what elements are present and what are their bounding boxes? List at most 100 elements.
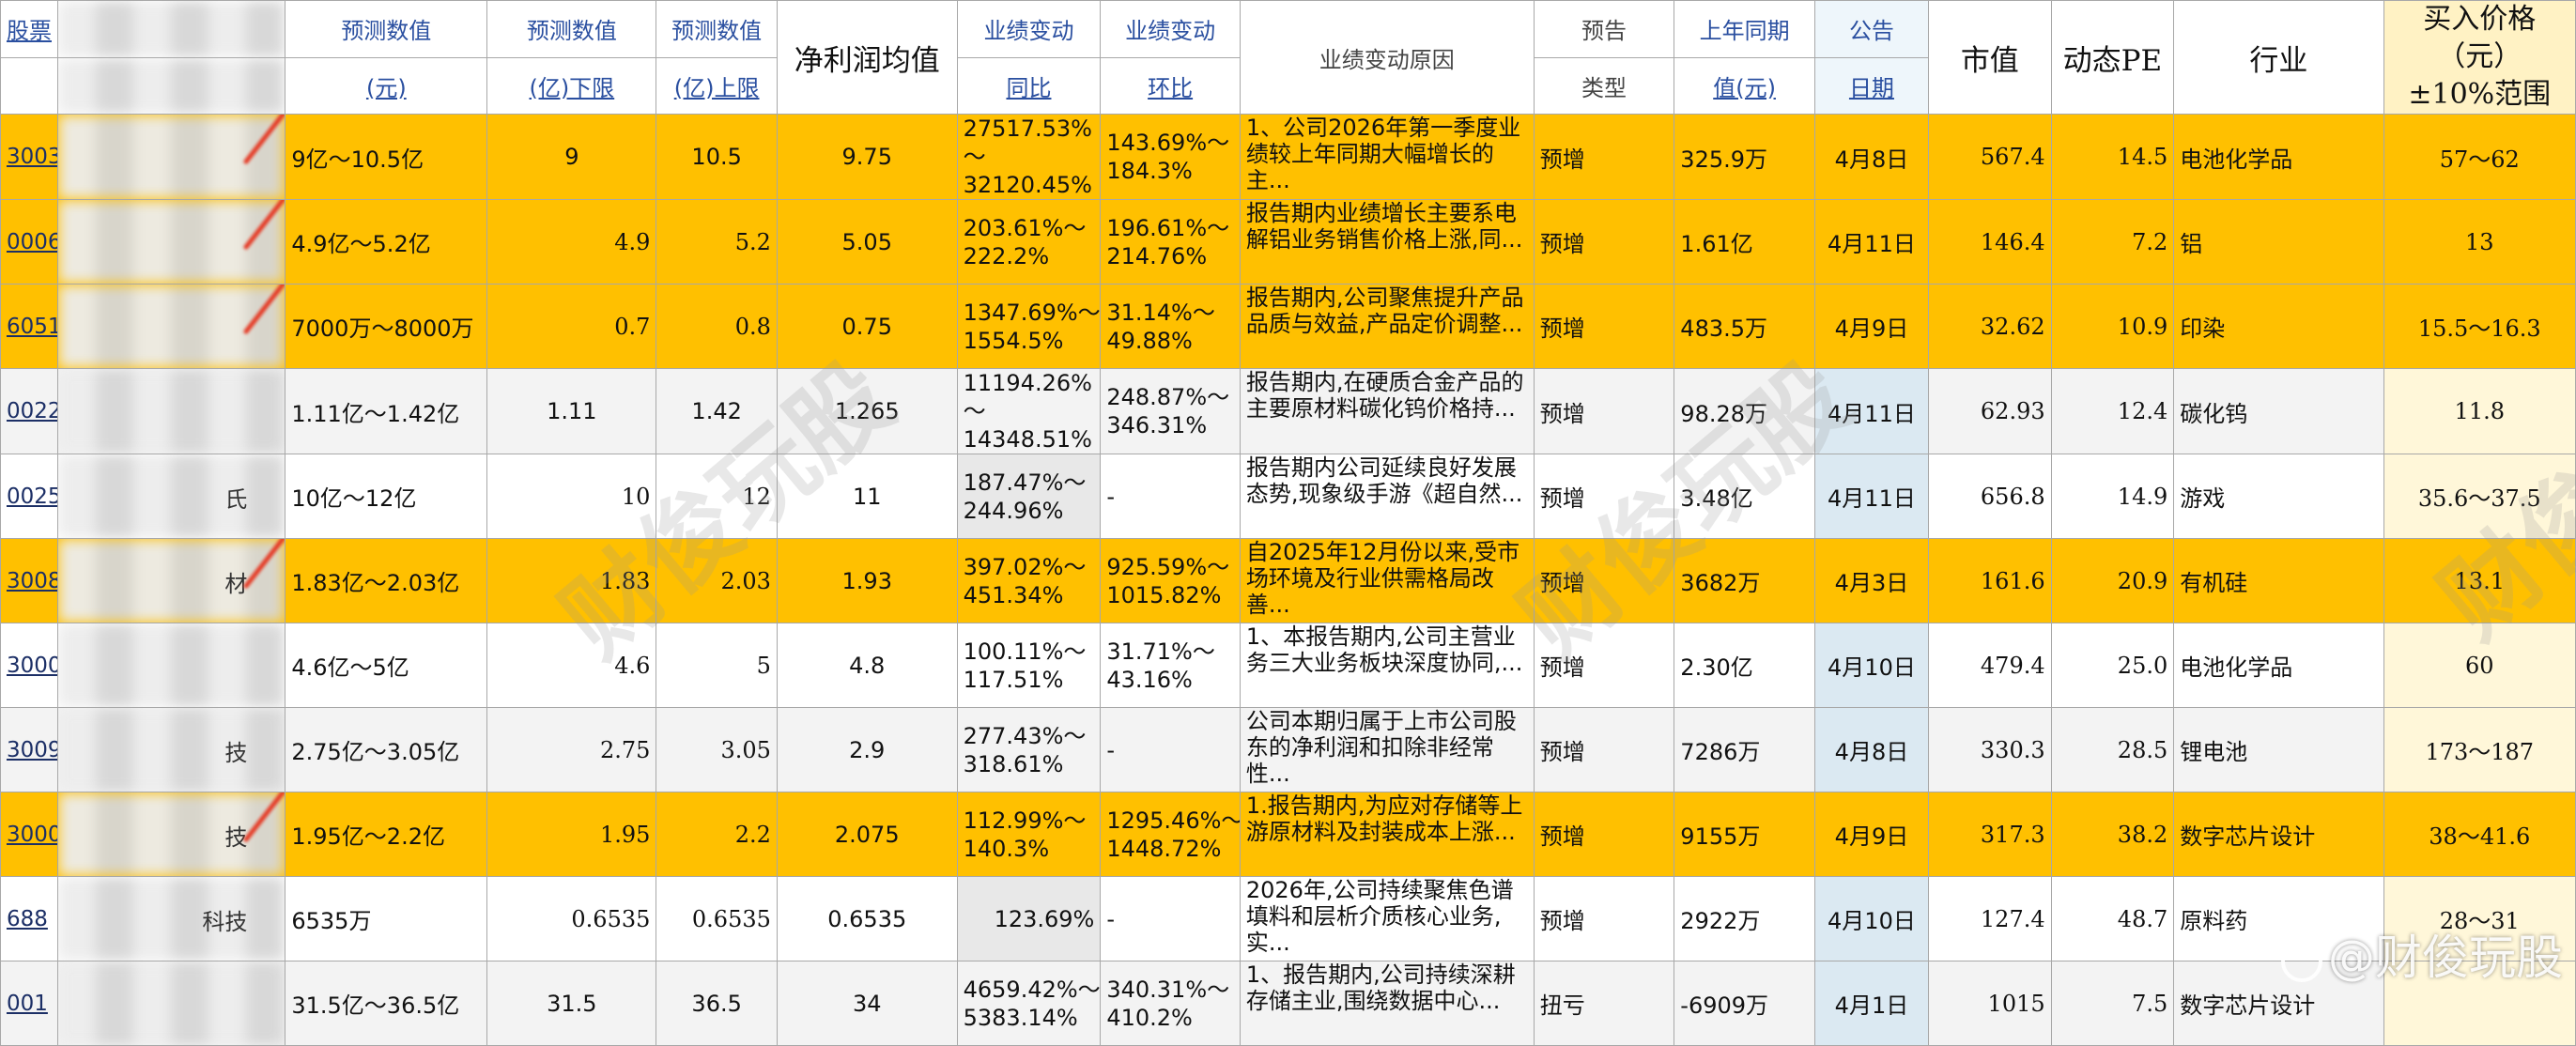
row-code[interactable]: 001 [0, 961, 59, 1046]
reason-text: 1、本报告期内,公司主营业务三大业务板块深度协同,... [1245, 623, 1523, 677]
row-industry: 数字芯片设计 [2173, 792, 2384, 877]
row-prev: 2.30亿 [1674, 623, 1815, 708]
header-prev[interactable]: 上年同期 [1674, 0, 1815, 58]
name-blur-mask [58, 369, 285, 454]
row-code[interactable]: 6051 [0, 284, 59, 369]
pct-line: 5383.14% [963, 1004, 1078, 1031]
pct-line: 184.3% [1106, 158, 1193, 184]
row-name [57, 284, 286, 369]
header-forecast-b-unit[interactable]: (亿)下限 [486, 56, 657, 115]
header-forecast-a[interactable]: 预测数值 [285, 0, 488, 58]
row-code[interactable]: 3000 [0, 623, 59, 708]
pct-line: 31.14%～ [1106, 299, 1215, 326]
row-low: 10 [486, 454, 657, 539]
header-forecast-c-unit[interactable]: (亿)上限 [656, 56, 778, 115]
row-mkt: 330.3 [1928, 707, 2052, 792]
row-buy: 11.8 [2383, 368, 2576, 454]
header-change-qoq-sub[interactable]: 环比 [1100, 56, 1241, 115]
row-yoy: 27517.53% ～ 32120.45% [956, 114, 1102, 200]
row-high: 2.03 [656, 538, 778, 623]
row-low: 1.11 [486, 368, 657, 454]
row-prev: -6909万 [1674, 961, 1815, 1046]
row-name-fragment: 材 [224, 571, 248, 597]
row-reason: 报告期内,在硬质合金产品的主要原材料碳化钨价格持... [1239, 368, 1535, 454]
row-date: 4月8日 [1813, 114, 1930, 200]
row-reason: 1.报告期内,为应对存储等上游原材料及封装成本上涨... [1239, 792, 1535, 877]
row-avg: 1.93 [776, 538, 958, 623]
row-code[interactable]: 3008 [0, 538, 59, 623]
row-qoq: 143.69%～ 184.3% [1100, 114, 1241, 200]
row-prev: 3.48亿 [1674, 454, 1815, 539]
row-yoy: 4659.42%～ 5383.14% [956, 961, 1102, 1046]
header-forecast-a-unit[interactable]: (元) [285, 56, 488, 115]
pct-line: 318.61% [963, 750, 1064, 777]
row-mkt: 161.6 [1928, 538, 2052, 623]
row-prev: 7286万 [1674, 707, 1815, 792]
table-body: 3003 9亿～10.5亿 9 10.5 9.75 27517.53% ～ 32120.45%… [0, 114, 2576, 1046]
row-code[interactable]: 0025 [0, 454, 59, 539]
row-name: 材 [57, 538, 286, 623]
pct-line: 214.76% [1106, 242, 1208, 269]
row-industry: 数字芯片设计 [2173, 961, 2384, 1046]
pct-line: 11194.26% [963, 370, 1092, 396]
row-type: 预增 [1533, 454, 1675, 539]
row-industry: 有机硅 [2173, 538, 2384, 623]
row-code[interactable]: 688 [0, 876, 59, 961]
header-forecast-b[interactable]: 预测数值 [486, 0, 657, 58]
row-pe: 14.5 [2050, 114, 2175, 200]
row-date: 4月11日 [1813, 199, 1930, 285]
row-name-fragment: 氏 [224, 486, 248, 513]
header-change-qoq[interactable]: 业绩变动 [1100, 0, 1241, 58]
pct-line: 49.88% [1106, 327, 1193, 354]
row-mkt: 146.4 [1928, 199, 2052, 285]
row-industry: 印染 [2173, 284, 2384, 369]
reason-text: 自2025年12月份以来,受市场环境及行业供需格局改善... [1245, 539, 1520, 619]
row-high: 2.2 [656, 792, 778, 877]
row-name [57, 114, 286, 200]
row-range: 10亿～12亿 [285, 454, 488, 539]
row-high: 0.8 [656, 284, 778, 369]
name-blur-mask [58, 454, 285, 538]
row-range: 4.9亿～5.2亿 [285, 199, 488, 285]
row-prev: 325.9万 [1674, 114, 1815, 200]
row-pe: 7.2 [2050, 199, 2175, 285]
header-change-yoy[interactable]: 业绩变动 [956, 0, 1102, 58]
pct-line: 143.69%～ [1106, 130, 1230, 156]
table-row: 6051 7000万～8000万 0.7 0.8 0.75 1347.69%～ 1554.5… [0, 284, 2576, 369]
pct-line: 346.31% [1106, 412, 1208, 438]
pct-line: - [1106, 905, 1116, 932]
header-date-sub[interactable]: 日期 [1813, 56, 1930, 115]
row-yoy: 1347.69%～ 1554.5% [956, 284, 1102, 369]
row-high: 0.6535 [656, 876, 778, 961]
header-forecast-c[interactable]: 预测数值 [656, 0, 778, 58]
row-code[interactable]: 0022 [0, 368, 59, 454]
table-row: 3000 4.6亿～5亿 4.6 5 4.8 100.11%～ 117.51% 31.71%～… [0, 623, 2576, 708]
header-date[interactable]: 公告 [1813, 0, 1930, 58]
header-prev-sub[interactable]: 值(元) [1674, 56, 1815, 115]
pct-line: 925.59%～ [1106, 553, 1230, 580]
row-date: 4月10日 [1813, 876, 1930, 961]
reason-text: 2026年,公司持续聚焦色谱填料和层析介质核心业务,实... [1245, 877, 1514, 957]
row-yoy: 397.02%～ 451.34% [956, 538, 1102, 623]
row-avg: 2.9 [776, 707, 958, 792]
row-prev: 2922万 [1674, 876, 1815, 961]
row-avg: 5.05 [776, 199, 958, 285]
row-qoq: 31.71%～ 43.16% [1100, 623, 1241, 708]
row-qoq: 31.14%～ 49.88% [1100, 284, 1241, 369]
pct-line: 31.71%～ [1106, 638, 1215, 665]
reason-text: 报告期内公司延续良好发展态势,现象级手游《超自然... [1245, 454, 1523, 508]
row-prev: 9155万 [1674, 792, 1815, 877]
row-low: 0.6535 [486, 876, 657, 961]
row-code[interactable]: 0006 [0, 199, 59, 285]
header-change-yoy-sub[interactable]: 同比 [956, 56, 1102, 115]
row-date: 4月11日 [1813, 368, 1930, 454]
row-code[interactable]: 3009 [0, 707, 59, 792]
row-avg: 0.6535 [776, 876, 958, 961]
row-code[interactable]: 3003 [0, 114, 59, 200]
row-name: 技 [57, 707, 286, 792]
row-industry: 原料药 [2173, 876, 2384, 961]
row-code[interactable]: 3000 [0, 792, 59, 877]
row-qoq: 1295.46%～ 1448.72% [1100, 792, 1241, 877]
header-code[interactable]: 股票 [0, 0, 59, 58]
row-type: 预增 [1533, 876, 1675, 961]
